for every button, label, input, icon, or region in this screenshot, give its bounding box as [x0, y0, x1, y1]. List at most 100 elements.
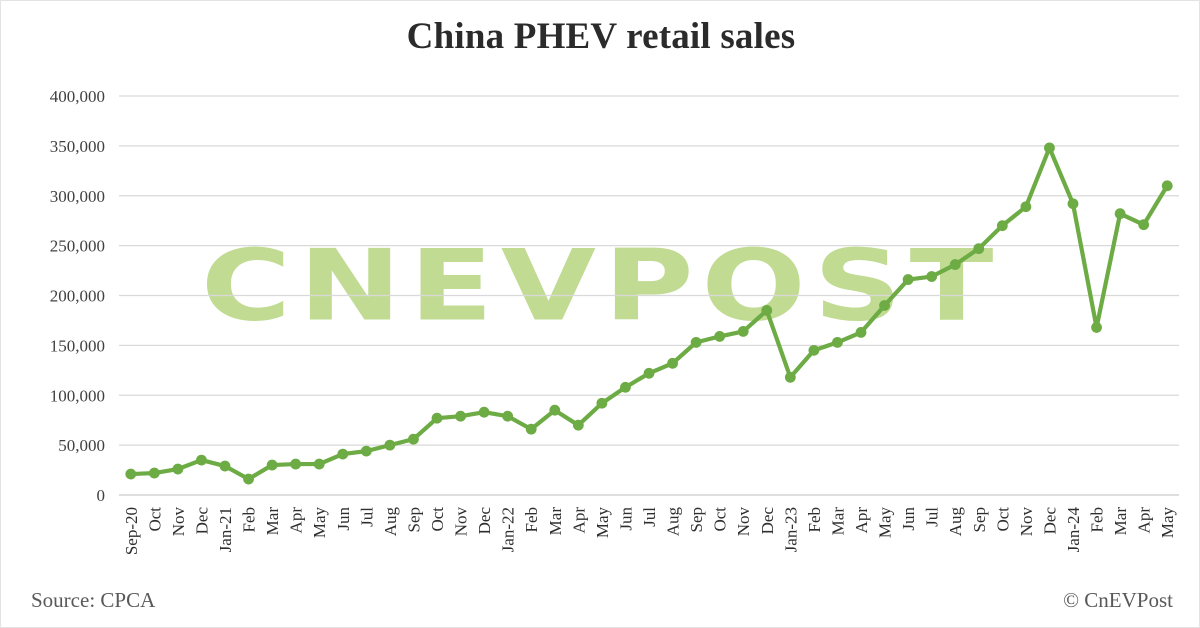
data-point-marker: [478, 406, 490, 418]
x-axis-tick-label: Apr: [1135, 507, 1154, 534]
data-point-marker: [808, 344, 820, 356]
data-point-marker: [196, 454, 207, 466]
y-axis-tick-label: 250,000: [50, 237, 105, 256]
x-axis-tick-label: Dec: [1040, 507, 1059, 535]
data-point-marker: [172, 463, 184, 475]
x-axis-tick-label: Sep: [970, 507, 989, 533]
x-axis-tick-label: Feb: [522, 507, 541, 533]
data-point-marker: [313, 458, 325, 470]
x-axis-tick-label: Apr: [287, 507, 306, 534]
x-axis-tick-label: Aug: [381, 507, 400, 537]
x-axis-tick-label: May: [593, 507, 612, 539]
data-point-marker: [337, 448, 349, 460]
data-point-marker: [1114, 208, 1126, 220]
data-point-marker: [219, 460, 231, 472]
data-point-marker: [125, 468, 137, 480]
data-point-marker: [784, 371, 796, 383]
x-axis-tick-label: Jun: [334, 507, 353, 531]
data-point-marker: [879, 300, 890, 311]
x-axis-tick-label: Nov: [1017, 507, 1036, 537]
data-point-marker: [832, 336, 843, 348]
data-point-marker: [408, 433, 419, 445]
x-axis-tick-label: Dec: [758, 507, 777, 535]
data-point-marker: [737, 326, 749, 337]
x-axis-tick-label: Apr: [569, 507, 588, 534]
x-axis-tick-label: Sep: [404, 507, 423, 533]
y-axis-tick-label: 150,000: [50, 336, 105, 355]
y-axis-tick-label: 50,000: [58, 436, 105, 455]
data-series-group: [125, 142, 1173, 485]
data-point-marker: [1067, 198, 1079, 210]
x-axis-tick-label: Apr: [852, 507, 871, 534]
x-axis-tick-label: Oct: [711, 507, 730, 532]
data-point-marker: [148, 467, 160, 479]
x-axis-tick-label: Oct: [145, 507, 164, 532]
data-point-marker: [761, 305, 773, 316]
data-point-marker: [1020, 201, 1032, 213]
data-point-marker: [431, 412, 443, 424]
series-line: [128, 145, 1170, 482]
data-point-marker: [1091, 322, 1102, 333]
x-axis-tick-label: May: [1158, 507, 1177, 539]
x-axis-tick-label: Aug: [664, 507, 683, 537]
data-point-marker: [926, 271, 938, 282]
data-point-marker: [549, 404, 561, 416]
data-point-marker: [455, 410, 466, 422]
data-point-marker: [714, 331, 726, 342]
x-axis-tick-label: Feb: [240, 507, 259, 533]
x-axis-tick-label: Jul: [640, 507, 659, 527]
x-axis-tick-label: Jan-22: [499, 507, 518, 552]
data-point-marker: [290, 458, 302, 470]
x-axis-tick-label: Dec: [192, 507, 211, 535]
x-axis-tick-label: May: [876, 507, 895, 539]
x-axis-tick-label: Mar: [263, 507, 282, 536]
y-axis-tick-label: 300,000: [50, 187, 105, 206]
data-point-marker: [360, 445, 372, 457]
data-point-marker: [572, 419, 584, 431]
data-point-marker: [996, 220, 1008, 232]
data-point-marker: [1161, 180, 1173, 192]
x-axis-tick-label: Sep: [687, 507, 706, 533]
x-axis-tick-label: Jul: [923, 507, 942, 527]
data-point-marker: [502, 410, 514, 422]
data-point-marker: [902, 274, 914, 285]
x-axis-tick-label: Feb: [805, 507, 824, 533]
x-axis-tick-label: Oct: [993, 507, 1012, 532]
series-markers: [125, 142, 1173, 485]
x-axis-tick-label: Nov: [734, 507, 753, 537]
x-axis-tick-label: Jun: [899, 507, 918, 531]
x-axis-tick-label: Feb: [1088, 507, 1107, 533]
x-axis-tick-label: Jan-23: [781, 507, 800, 552]
data-point-marker: [525, 423, 537, 435]
x-axis-tick-label: Dec: [475, 507, 494, 535]
data-point-marker: [620, 381, 631, 393]
data-point-marker: [596, 397, 608, 409]
copyright-note: © CnEVPost: [1063, 588, 1173, 612]
y-axis-tick-label: 100,000: [50, 386, 105, 405]
y-axis-tick-label: 400,000: [50, 87, 105, 106]
data-point-marker: [266, 459, 278, 471]
x-axis-tick-label: Sep-20: [122, 507, 141, 555]
data-point-marker: [1138, 219, 1150, 231]
x-axis-tick-label: Jan-21: [216, 507, 235, 552]
x-axis-tick-label: Nov: [452, 507, 471, 537]
x-axis-tick-label: Nov: [169, 507, 188, 537]
data-point-marker: [1044, 142, 1055, 154]
x-axis-tick-label: Jan-24: [1064, 507, 1083, 553]
data-point-marker: [667, 357, 678, 369]
data-point-marker: [949, 259, 961, 270]
x-axis-tick-label: Mar: [828, 507, 847, 536]
x-axis-tick-label: Mar: [546, 507, 565, 536]
y-axis-tick-label: 200,000: [50, 287, 105, 306]
data-point-marker: [643, 367, 655, 379]
data-point-marker: [690, 336, 702, 348]
page-title: China PHEV retail sales: [406, 16, 796, 57]
data-point-marker: [973, 243, 985, 255]
x-axis-tick-label: Oct: [428, 507, 447, 532]
y-axis-labels-group: 0 50,000 100,000 150,000 200,000 250,000 300,0…: [50, 87, 105, 505]
source-note: Source: CPCA: [31, 588, 156, 612]
x-axis-tick-label: May: [310, 507, 329, 539]
y-axis-tick-label: 350,000: [50, 137, 105, 156]
